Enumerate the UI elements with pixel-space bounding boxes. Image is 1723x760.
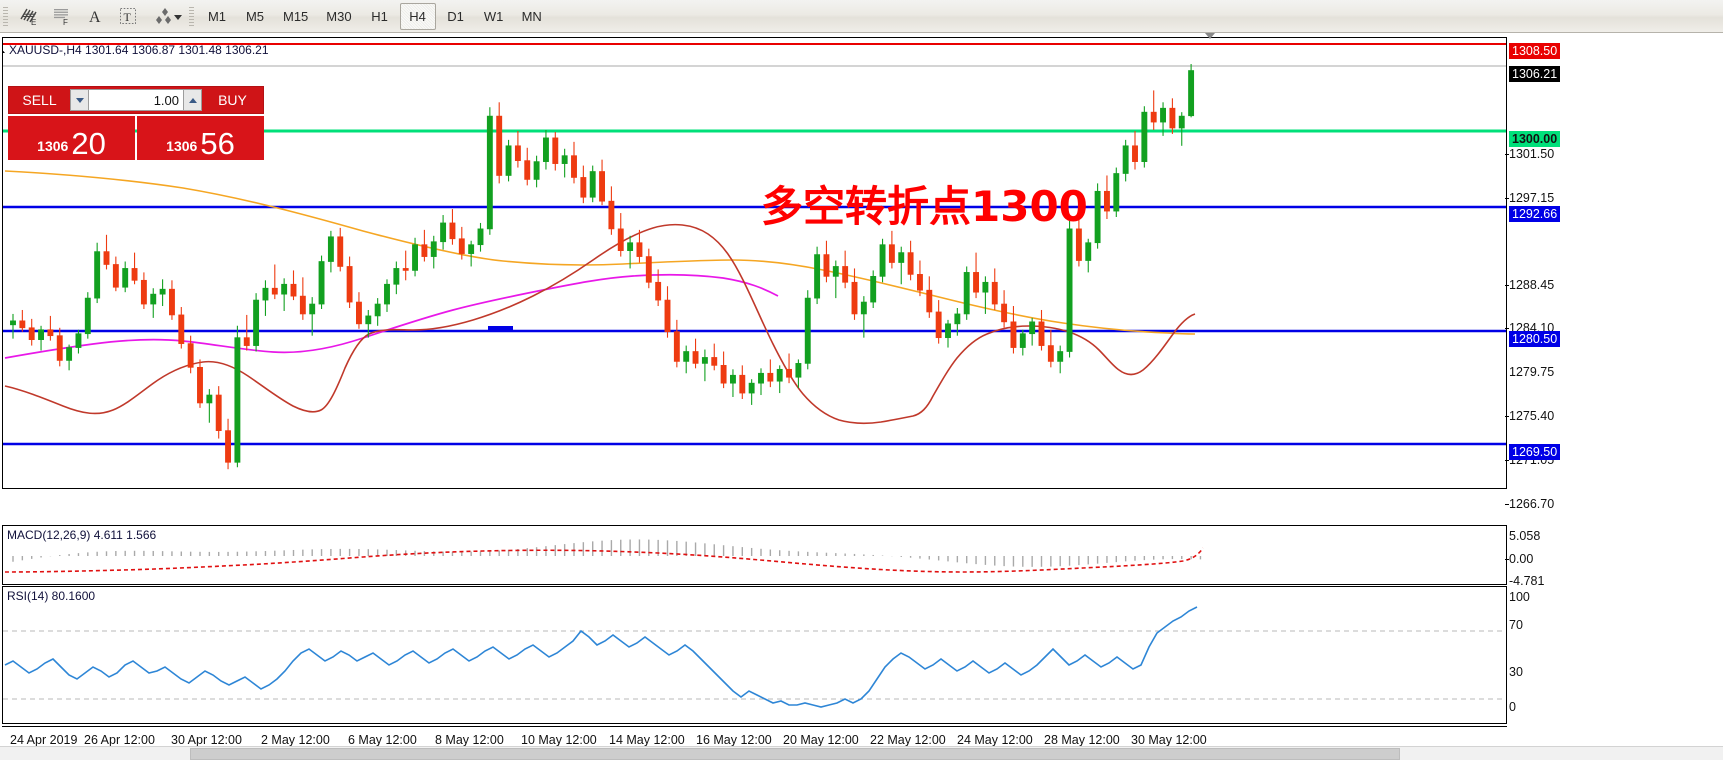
svg-text:A: A	[89, 9, 101, 26]
axis-badge-1300: 1300.00	[1509, 131, 1561, 147]
sell-price-display[interactable]: 1306 20	[8, 116, 135, 160]
text-label-icon[interactable]: A	[79, 2, 110, 31]
macd-axis-tick: -4.781	[1509, 574, 1545, 588]
volume-increase-button[interactable]	[183, 89, 202, 111]
macd-axis-tick: 0.00	[1505, 552, 1533, 566]
axis-tick: 1297.15	[1505, 191, 1554, 205]
chart-annotation-text[interactable]: 多空转折点1300	[761, 182, 1088, 231]
toolbar-grip-1[interactable]	[2, 5, 9, 27]
ma-orange-path	[4, 170, 1196, 335]
time-tick: 30 May 12:00	[1131, 733, 1207, 747]
objects-icon[interactable]	[145, 2, 185, 31]
axis-badge-last: 1306.21	[1509, 66, 1561, 82]
symbol-arrow-icon	[3, 47, 5, 53]
text-box-icon[interactable]: T	[112, 2, 143, 31]
macd-svg	[4, 539, 1204, 573]
timeframe-h4[interactable]: H4	[399, 2, 436, 30]
volume-input[interactable]: 1.00	[89, 89, 183, 111]
crosshair-marker	[1205, 33, 1215, 39]
rsi-axis-tick: 0	[1509, 700, 1516, 714]
axis-badge-ask: 1308.50	[1509, 43, 1561, 59]
timeframe-m30[interactable]: M30	[326, 8, 352, 24]
axis-badge-1280-50: 1280.50	[1509, 331, 1561, 347]
sell-price-big: 1306	[37, 138, 69, 154]
timeframe-m5[interactable]: M5	[245, 8, 265, 24]
macd-signal-path	[4, 547, 1204, 573]
time-tick: 16 May 12:00	[696, 733, 772, 747]
rsi-axis-tick: 70	[1509, 618, 1523, 632]
symbol-info-text: XAUUSD-,H4 1301.64 1306.87 1301.48 1306.…	[9, 43, 269, 57]
axis-tick: 1288.45	[1505, 278, 1554, 292]
sell-price-pips: 20	[71, 126, 106, 161]
macd-label: MACD(12,26,9) 4.611 1.566	[7, 528, 157, 542]
rsi-axis-tick: 100	[1509, 590, 1530, 604]
price-axis[interactable]: 1301.50 1297.15 1288.45 1284.10 1279.75 …	[1505, 37, 1723, 724]
timeframe-d1[interactable]: D1	[447, 8, 464, 24]
time-tick: 24 May 12:00	[957, 733, 1033, 747]
symbol-info-line: XAUUSD-,H4 1301.64 1306.87 1301.48 1306.…	[3, 43, 269, 57]
ma-red-path	[4, 223, 1196, 425]
time-tick: 20 May 12:00	[783, 733, 859, 747]
one-click-trading-panel[interactable]: SELL 1.00 BUY 1306 20 1306 56	[8, 86, 264, 160]
svg-text:E: E	[31, 18, 36, 27]
time-tick: 14 May 12:00	[609, 733, 685, 747]
time-tick: 24 Apr 2019	[10, 733, 78, 747]
axis-badge-1269-50: 1269.50	[1509, 444, 1561, 460]
volume-decrease-button[interactable]	[70, 89, 89, 111]
chart-window: XAUUSD-,H4 1301.64 1306.87 1301.48 1306.…	[0, 33, 1723, 760]
timeframe-h1[interactable]: H1	[371, 8, 388, 24]
objects-dropdown-caret[interactable]	[174, 14, 182, 20]
timeframe-mn[interactable]: MN	[521, 8, 542, 24]
price-chart-pane[interactable]: XAUUSD-,H4 1301.64 1306.87 1301.48 1306.…	[2, 37, 1507, 489]
svg-text:F: F	[63, 18, 68, 27]
timeframe-m1[interactable]: M1	[207, 8, 227, 24]
time-tick: 22 May 12:00	[870, 733, 946, 747]
buy-price-display[interactable]: 1306 56	[137, 116, 264, 160]
horizontal-scrollbar[interactable]	[0, 746, 1723, 760]
main-toolbar: E F A T M1 M	[0, 0, 1723, 33]
sell-button[interactable]: SELL	[8, 86, 70, 114]
toolbar-grip-2[interactable]	[188, 5, 195, 27]
time-tick: 28 May 12:00	[1044, 733, 1120, 747]
rsi-svg	[3, 606, 1506, 708]
macd-axis-tick: 5.058	[1509, 529, 1541, 543]
expert-advisor-icon[interactable]: E	[13, 2, 44, 31]
rsi-pane[interactable]: RSI(14) 80.1600	[2, 586, 1507, 724]
volume-stepper[interactable]: 1.00	[70, 86, 202, 114]
time-tick: 2 May 12:00	[261, 733, 330, 747]
axis-tick: 1266.70	[1505, 497, 1554, 511]
rsi-label: RSI(14) 80.1600	[7, 589, 96, 603]
axis-tick: 1275.40	[1505, 409, 1554, 423]
buy-price-pips: 56	[200, 126, 235, 161]
time-tick: 8 May 12:00	[435, 733, 504, 747]
rsi-line-path	[4, 606, 1198, 708]
macd-pane[interactable]: MACD(12,26,9) 4.611 1.566	[2, 525, 1507, 585]
time-tick: 30 Apr 12:00	[171, 733, 242, 747]
trade-panel-prices: 1306 20 1306 56	[8, 116, 264, 160]
candlestick-series	[10, 64, 1195, 470]
time-tick: 26 Apr 12:00	[84, 733, 155, 747]
buy-price-big: 1306	[166, 138, 198, 154]
rsi-axis-tick: 30	[1509, 665, 1523, 679]
time-tick: 10 May 12:00	[521, 733, 597, 747]
buy-button[interactable]: BUY	[202, 86, 264, 114]
axis-tick: 1279.75	[1509, 365, 1555, 379]
time-tick: 6 May 12:00	[348, 733, 417, 747]
axis-badge-1292-66: 1292.66	[1509, 206, 1561, 222]
scrollbar-thumb[interactable]	[190, 748, 1400, 760]
timeframe-m15[interactable]: M15	[283, 8, 309, 24]
timeframe-w1[interactable]: W1	[483, 8, 504, 24]
svg-text:T: T	[123, 10, 131, 24]
ma-magenta-path	[4, 273, 779, 359]
indicators-list-icon[interactable]: F	[46, 2, 77, 31]
trade-panel-top-row: SELL 1.00 BUY	[8, 86, 264, 114]
axis-tick: 1301.50	[1505, 147, 1554, 161]
